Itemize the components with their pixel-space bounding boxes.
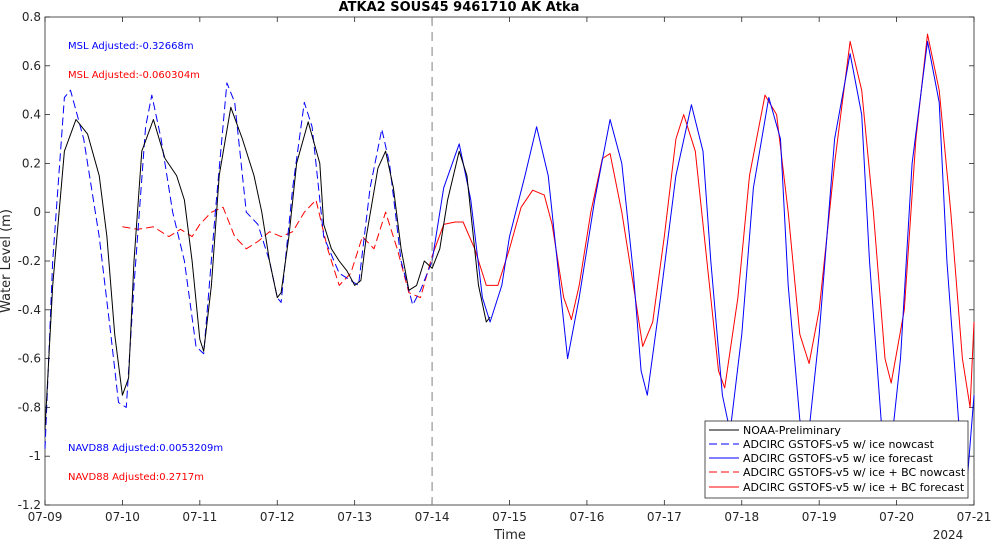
- x-tick-label: 07-14: [415, 510, 450, 524]
- series-observed: [44, 106, 491, 430]
- legend-entry-observed: NOAA-Preliminary: [709, 424, 841, 437]
- legend-entry-ice-nowcast: ADCIRC GSTOFS-v5 w/ ice nowcast: [709, 438, 935, 451]
- legend: NOAA-Preliminary ADCIRC GSTOFS-v5 w/ ice…: [704, 420, 969, 499]
- legend-entry-ice-forecast: ADCIRC GSTOFS-v5 w/ ice forecast: [709, 452, 934, 465]
- y-tick-label: 0.6: [22, 59, 41, 73]
- x-tick-label: 07-12: [260, 510, 295, 524]
- x-tick-label: 07-11: [182, 510, 217, 524]
- x-tick-label: 07-18: [724, 510, 759, 524]
- y-axis-ticks: -1.2 -1 -0.8 -0.6 -0.4 -0.2 0 0.2 0.4 0.6 0.8: [18, 10, 974, 512]
- x-tick-label: 07-17: [647, 510, 682, 524]
- y-tick-label: -0.4: [18, 303, 41, 317]
- series-layer: [44, 33, 975, 474]
- msl-adjusted-blue: MSL Adjusted:-0.32668m: [68, 41, 194, 52]
- chart-title: ATKA2 SOUS45 9461710 AK Atka: [339, 0, 580, 15]
- y-tick-label: -0.2: [18, 254, 41, 268]
- x-tick-label: 07-10: [105, 510, 140, 524]
- legend-label-bc-forecast: ADCIRC GSTOFS-v5 w/ ice + BC forecast: [743, 481, 965, 494]
- y-tick-label: 0.4: [22, 108, 41, 122]
- x-tick-label: 07-13: [337, 510, 372, 524]
- x-year-label: 2024: [933, 528, 964, 541]
- series-bc-forecast: [431, 33, 975, 408]
- x-tick-label: 07-19: [802, 510, 837, 524]
- y-tick-label: -0.8: [18, 400, 41, 414]
- y-tick-label: 0: [33, 205, 41, 219]
- legend-box: [704, 420, 969, 499]
- x-tick-label: 07-15: [492, 510, 527, 524]
- navd88-adjusted-red: NAVD88 Adjusted:0.2717m: [68, 472, 204, 483]
- legend-label-ice-forecast: ADCIRC GSTOFS-v5 w/ ice forecast: [743, 452, 934, 465]
- x-axis-ticks: 07-09 07-10 07-11 07-12 07-13 07-14 07-15 07-16…: [28, 17, 992, 524]
- y-tick-label: -1.2: [18, 498, 41, 512]
- msl-adjusted-red: MSL Adjusted:-0.060304m: [68, 70, 200, 81]
- y-tick-label: 0.2: [22, 156, 41, 170]
- x-tick-label: 07-09: [28, 510, 63, 524]
- y-tick-label: -0.6: [18, 352, 41, 366]
- legend-label-observed: NOAA-Preliminary: [743, 424, 841, 437]
- legend-entry-bc-forecast: ADCIRC GSTOFS-v5 w/ ice + BC forecast: [709, 481, 965, 494]
- y-tick-label: 0.8: [22, 10, 41, 24]
- x-tick-label: 07-20: [879, 510, 914, 524]
- x-axis-title: Time: [493, 528, 526, 541]
- legend-entry-bc-nowcast: ADCIRC GSTOFS-v5 w/ ice + BC nowcast: [709, 466, 966, 479]
- navd88-adjusted-blue: NAVD88 Adjusted:0.0053209m: [68, 443, 223, 454]
- y-axis-title: Water Level (m): [0, 209, 14, 313]
- x-tick-label: 07-16: [569, 510, 604, 524]
- legend-label-ice-nowcast: ADCIRC GSTOFS-v5 w/ ice nowcast: [743, 438, 935, 451]
- series-bc-nowcast: [122, 199, 433, 299]
- series-ice-nowcast: [44, 82, 433, 449]
- x-tick-label: 07-21: [957, 510, 992, 524]
- y-tick-label: -1: [29, 449, 41, 463]
- legend-label-bc-nowcast: ADCIRC GSTOFS-v5 w/ ice + BC nowcast: [743, 466, 966, 479]
